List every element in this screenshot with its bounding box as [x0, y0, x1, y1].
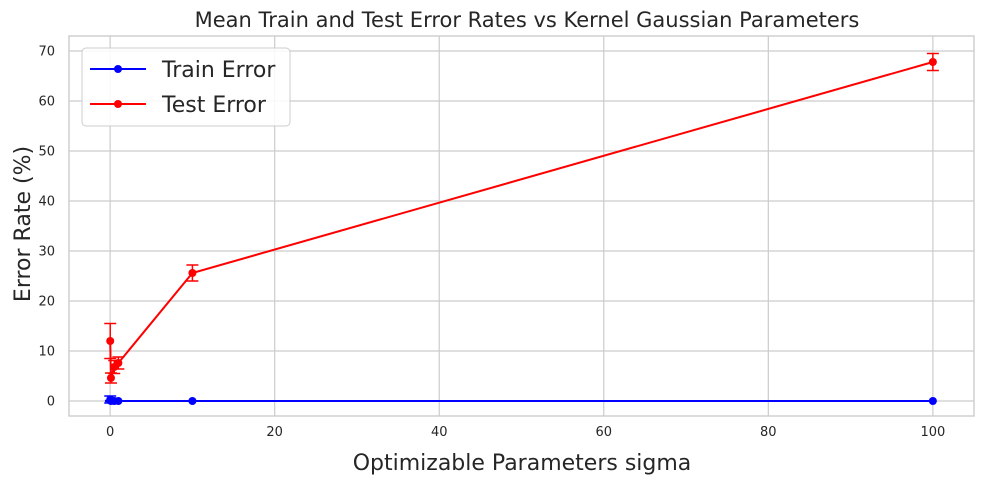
y-tick-label: 40	[38, 195, 55, 210]
legend-test-marker	[114, 100, 122, 108]
y-tick-label: 70	[38, 45, 55, 60]
x-tick-label: 40	[431, 425, 448, 440]
x-tick-label: 20	[266, 425, 283, 440]
y-tick-label: 20	[38, 295, 55, 310]
data-point	[114, 359, 123, 367]
series-layer	[104, 52, 939, 405]
legend: Train Error Test Error	[81, 47, 291, 127]
x-tick-label: 0	[106, 425, 114, 440]
data-point	[928, 397, 937, 405]
data-point	[114, 397, 123, 405]
plot-frame	[68, 35, 975, 417]
data-point	[188, 397, 197, 405]
x-tick-label: 80	[760, 425, 777, 440]
x-axis-label: Optimizable Parameters sigma	[353, 451, 692, 476]
y-axis-label: Error Rate (%)	[11, 146, 36, 302]
y-tick-label: 60	[38, 95, 55, 110]
chart-title: Mean Train and Test Error Rates vs Kerne…	[195, 8, 860, 32]
legend-train-label: Train Error	[161, 58, 276, 83]
y-tick-label: 50	[38, 145, 55, 160]
series-test	[104, 52, 939, 384]
legend-train-marker	[114, 65, 122, 73]
tick-labels: 0 20 40 60 80 100 0 10 20 30 40 50 60 70	[38, 45, 945, 441]
data-point	[106, 337, 115, 345]
y-tick-label: 30	[38, 245, 55, 260]
data-point	[928, 58, 937, 66]
legend-test-label: Test Error	[161, 93, 267, 118]
data-point	[188, 269, 197, 277]
y-tick-label: 0	[47, 395, 55, 410]
legend-box	[81, 47, 291, 127]
data-point	[106, 374, 115, 382]
x-tick-label: 100	[920, 425, 945, 440]
y-tick-label: 10	[38, 345, 55, 360]
x-tick-label: 60	[595, 425, 612, 440]
series-train	[104, 395, 937, 405]
